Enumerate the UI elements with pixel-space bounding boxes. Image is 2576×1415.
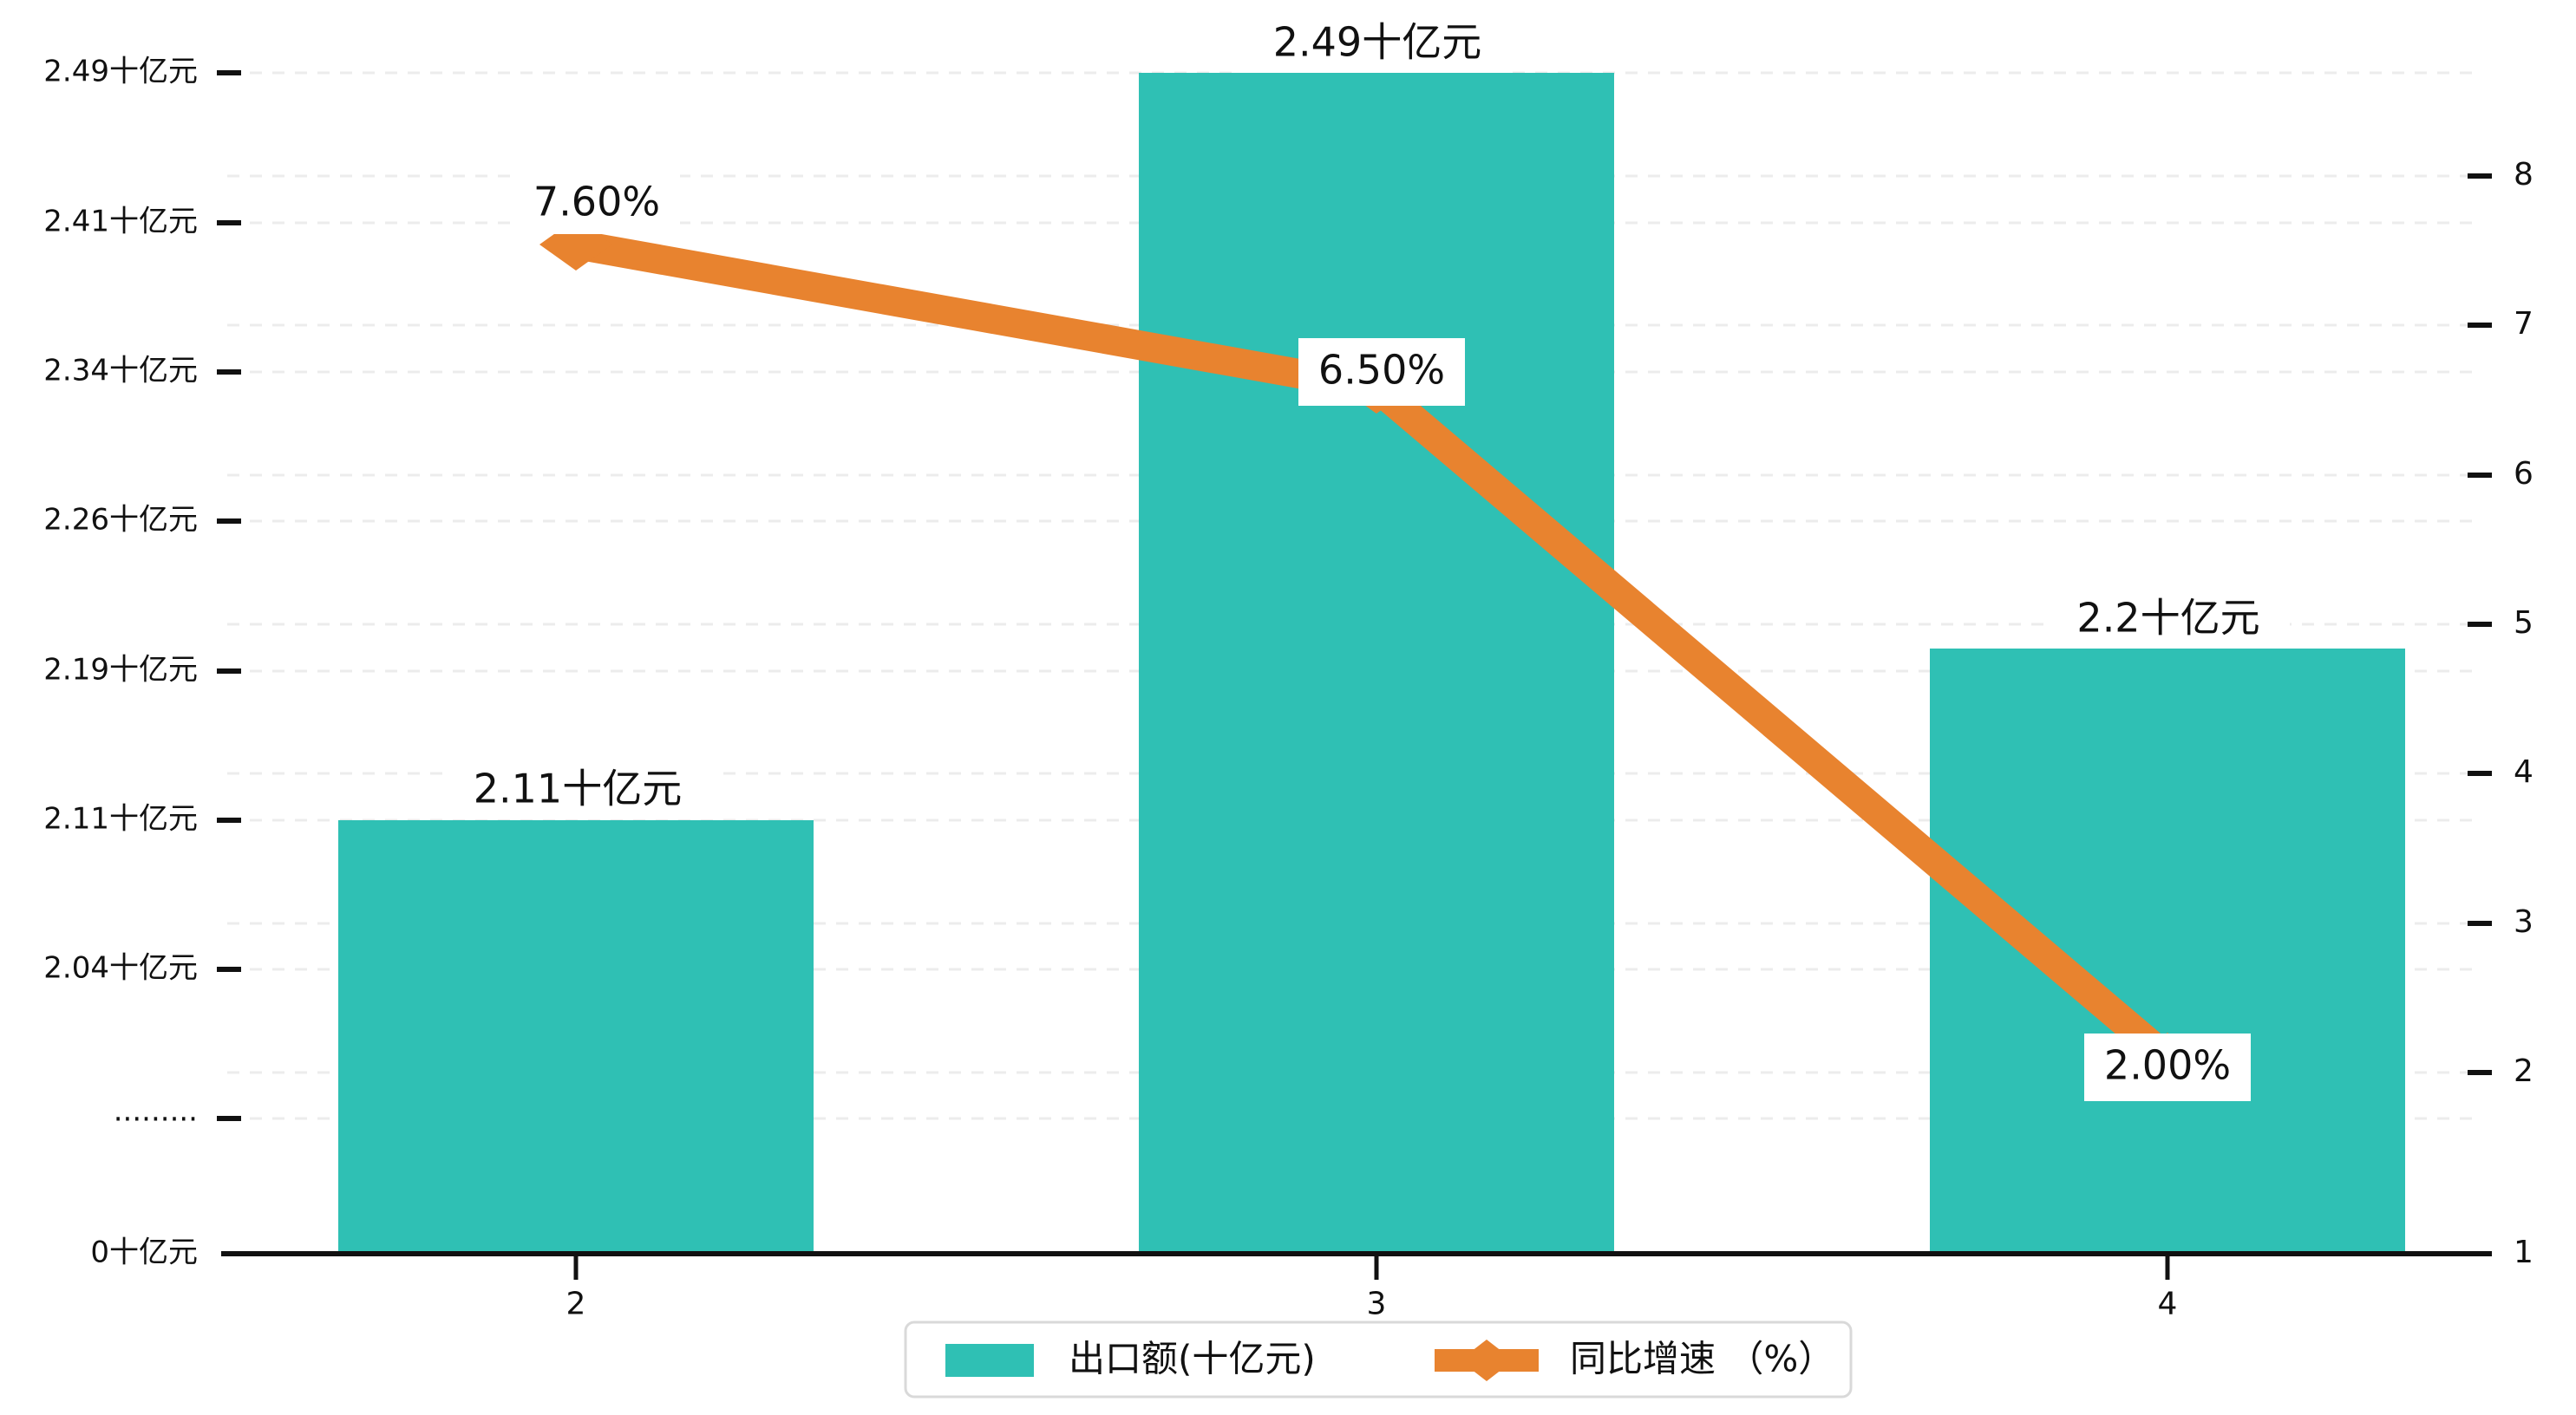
line-data-labels: 7.60% 6.50% 2.00% [513, 172, 2251, 1101]
xtick-2: 4 [2158, 1287, 2178, 1322]
bar-3[interactable] [1139, 73, 1614, 1254]
ytick-right-3: 5 [2514, 605, 2534, 641]
ytick-right-1: 7 [2514, 306, 2534, 342]
x-axis-labels: 2 3 4 [566, 1287, 2178, 1322]
line-label-bg-2 [513, 172, 680, 234]
ytick-left-6: 2.04十亿元 [43, 951, 198, 986]
ytick-left-1: 2.41十亿元 [43, 205, 198, 239]
line-label-bg-3 [1298, 338, 1465, 406]
bar-data-label-2: 2.11十亿元 [474, 766, 682, 812]
left-axis-labels: 2.49十亿元 2.41十亿元 2.34十亿元 2.26十亿元 2.19十亿元 … [43, 55, 198, 1270]
ytick-left-7-break: ......... [114, 1094, 198, 1129]
ytick-right-7: 1 [2514, 1235, 2534, 1270]
ytick-left-5: 2.11十亿元 [43, 802, 198, 837]
ytick-right-5: 3 [2514, 904, 2534, 940]
line-data-label-4: 2.00% [2104, 1042, 2231, 1089]
legend-label-line: 同比增速 （%） [1570, 1338, 1834, 1380]
bar-data-label-4: 2.2十亿元 [2076, 595, 2259, 642]
ytick-right-0: 8 [2514, 157, 2534, 192]
legend-marker-diamond-icon [1460, 1340, 1514, 1381]
bar-label-bg-4 [2047, 590, 2290, 649]
line-label-bg-4 [2084, 1034, 2251, 1101]
ytick-left-8: 0十亿元 [90, 1236, 198, 1270]
legend-background [904, 1320, 1853, 1399]
legend-label-bar: 出口额(十亿元) [1069, 1338, 1316, 1380]
ytick-right-4: 4 [2514, 754, 2534, 790]
right-axis-labels: 8 7 6 5 4 3 2 1 [2514, 157, 2534, 1270]
ytick-right-6: 2 [2514, 1053, 2534, 1089]
xtick-1: 3 [1367, 1287, 1387, 1322]
right-axis-ticks [2468, 173, 2492, 1075]
bar-data-labels: 2.11十亿元 2.49十亿元 2.2十亿元 [442, 14, 2290, 819]
line-data-label-2: 7.60% [533, 179, 660, 225]
ytick-right-2: 6 [2514, 456, 2534, 492]
left-axis-ticks [217, 70, 241, 1121]
bar-series [338, 73, 2405, 1254]
x-axis-ticks [573, 1254, 2170, 1280]
ytick-left-2: 2.34十亿元 [43, 354, 198, 388]
xtick-0: 2 [566, 1287, 586, 1322]
ytick-left-0: 2.49十亿元 [43, 55, 198, 89]
chart-legend: 出口额(十亿元) 同比增速 （%） [904, 1320, 1853, 1399]
bar-label-bg-3 [1242, 14, 1513, 73]
ytick-left-3: 2.26十亿元 [43, 503, 198, 538]
legend-swatch-bar[interactable] [945, 1344, 1034, 1377]
line-data-label-3: 6.50% [1318, 347, 1445, 394]
bar-2[interactable] [338, 820, 814, 1254]
bar-data-label-3: 2.49十亿元 [1273, 19, 1481, 66]
ytick-left-4: 2.19十亿元 [43, 653, 198, 688]
bar-label-bg-2 [442, 760, 713, 819]
bar-4[interactable] [1930, 649, 2405, 1254]
